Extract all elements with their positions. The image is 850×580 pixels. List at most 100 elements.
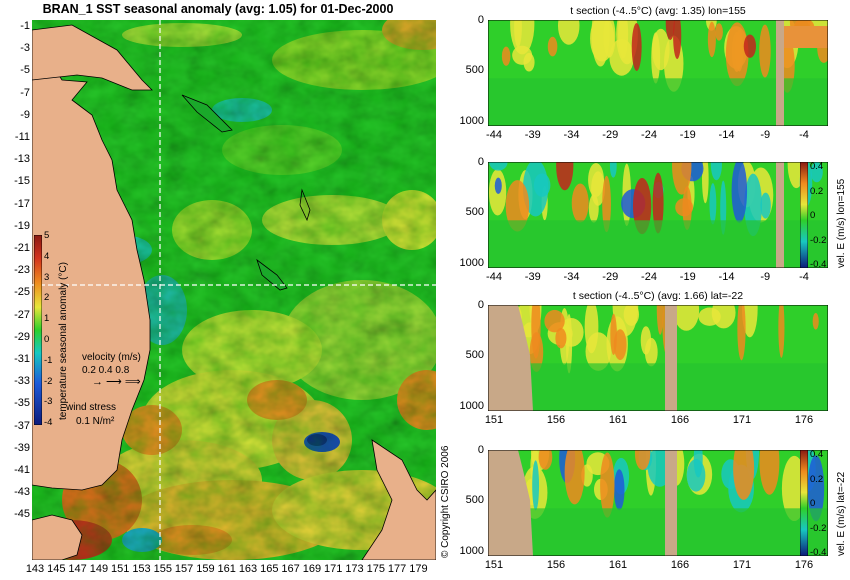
- section-x-tick-label: -39: [524, 271, 541, 283]
- velocity-colorbar-tick: 0.4: [810, 449, 824, 460]
- lon-tick-label: 151: [111, 563, 130, 575]
- section-panel-title: t section (-4..5°C) (avg: 1.35) lon=155: [570, 5, 746, 17]
- wind-stress-label: wind stress: [66, 402, 117, 413]
- section-x-tick-label: -19: [679, 271, 696, 283]
- section-x-tick-label: 151: [484, 414, 504, 426]
- section-panel-plot: [488, 305, 828, 411]
- velocity-label: velocity (m/s): [82, 352, 141, 363]
- section-panel-title: t section (-4..5°C) (avg: 1.66) lat=-22: [572, 290, 744, 302]
- colorbar-label: temperature seasonal anomaly (°C): [58, 262, 69, 420]
- section-x-tick-label: 151: [484, 559, 504, 571]
- lat-tick-label: -43: [14, 486, 30, 499]
- colorbar-tick-label: 5: [44, 230, 50, 241]
- section-panel-plot: [488, 162, 828, 268]
- velocity-colorbar-tick: 0.2: [810, 185, 824, 197]
- lon-tick-label: 155: [153, 563, 172, 575]
- lon-tick-label: 157: [174, 563, 194, 575]
- colorbar-tick-label: 3: [44, 271, 50, 283]
- velocity-colorbar-tick: 0: [810, 498, 816, 509]
- lat-tick-label: -3: [20, 42, 30, 55]
- colorbar-tick-label: -2: [44, 375, 53, 387]
- section-x-tick-label: -4: [799, 271, 809, 283]
- velocity-colorbar-tick: -0.4: [810, 547, 827, 558]
- velocity-colorbar-label: vel. E (m/s) lat=-22: [836, 471, 847, 556]
- colorbar-tick-label: 4: [44, 250, 50, 262]
- depth-tick-label: 0: [477, 444, 484, 456]
- section-panel-plot: [488, 450, 828, 556]
- lat-tick-label: -13: [14, 153, 30, 166]
- depth-tick-label: 0: [477, 14, 484, 26]
- section-x-tick-label: -9: [760, 271, 771, 283]
- lat-tick-label: -17: [14, 197, 30, 210]
- velocity-colorbar-tick: -0.4: [810, 259, 827, 270]
- section-x-tick-label: -24: [641, 271, 657, 283]
- depth-tick-label: 500: [465, 494, 484, 507]
- lat-tick-label: -23: [14, 264, 30, 277]
- sst-anomaly-map: [32, 20, 436, 560]
- lat-tick-label: -19: [14, 219, 30, 232]
- lat-tick-label: -29: [14, 330, 30, 343]
- depth-tick-label: 1000: [459, 399, 484, 412]
- depth-tick-label: 1000: [459, 114, 484, 127]
- map-title: BRAN_1 SST seasonal anomaly (avg: 1.05) …: [42, 2, 394, 16]
- depth-tick-label: 0: [477, 299, 484, 311]
- section-x-tick-label: -19: [679, 129, 696, 141]
- lat-tick-label: -39: [14, 441, 30, 454]
- section-x-tick-label: -4: [799, 129, 809, 141]
- section-x-tick-label: 176: [794, 414, 814, 426]
- lon-tick-label: 179: [409, 563, 428, 575]
- lat-tick-label: -7: [20, 86, 30, 99]
- lat-tick-label: -25: [14, 286, 30, 299]
- lon-tick-label: 163: [238, 563, 258, 575]
- section-x-tick-label: -34: [563, 129, 580, 141]
- wind-stress-scale: 0.1 N/m²: [76, 416, 115, 427]
- depth-tick-label: 0: [477, 156, 484, 168]
- velocity-colorbar-tick: 0.2: [810, 473, 824, 485]
- lat-tick-label: -1: [20, 20, 30, 32]
- velocity-colorbar-tick: -0.2: [810, 234, 827, 246]
- lat-tick-label: -9: [20, 108, 30, 121]
- velocity-scale: 0.2 0.4 0.8: [82, 365, 130, 376]
- lon-tick-label: 165: [260, 563, 279, 575]
- colorbar-tick-label: -4: [44, 417, 53, 429]
- lon-tick-label: 177: [387, 563, 407, 575]
- lon-tick-label: 175: [366, 563, 385, 575]
- colorbar-tick-label: 1: [44, 313, 50, 325]
- section-x-tick-label: 166: [670, 559, 690, 571]
- velocity-colorbar-tick: 0: [810, 210, 816, 221]
- section-x-tick-label: -39: [524, 129, 541, 141]
- lon-tick-label: 159: [196, 563, 215, 575]
- section-x-tick-label: 176: [794, 559, 814, 571]
- colorbar-tick-label: -1: [44, 354, 53, 366]
- lat-tick-label: -37: [14, 419, 30, 432]
- velocity-colorbar: [800, 162, 808, 268]
- section-x-tick-label: -29: [602, 129, 619, 141]
- lat-tick-label: -33: [14, 375, 30, 388]
- section-x-tick-label: -44: [486, 129, 502, 141]
- lat-tick-label: -15: [14, 175, 30, 188]
- lat-tick-label: -5: [20, 64, 30, 77]
- lat-tick-label: -11: [14, 131, 30, 143]
- lon-tick-label: 161: [217, 563, 236, 575]
- lon-tick-label: 149: [89, 563, 109, 575]
- land-masses: [32, 24, 436, 560]
- section-x-tick-label: 161: [608, 559, 628, 571]
- lat-tick-label: -35: [14, 397, 30, 410]
- depth-tick-label: 500: [465, 349, 484, 362]
- section-x-tick-label: 156: [546, 414, 566, 426]
- lon-tick-label: 173: [345, 563, 364, 575]
- section-x-tick-label: 171: [732, 559, 752, 571]
- section-x-tick-label: -14: [718, 271, 735, 283]
- depth-tick-label: 500: [465, 206, 484, 219]
- section-panel-plot: [488, 20, 828, 126]
- colorbar-tick-label: 0: [44, 334, 50, 345]
- section-x-tick-label: -44: [486, 271, 502, 283]
- depth-tick-label: 500: [465, 64, 484, 77]
- lat-tick-label: -45: [14, 508, 30, 521]
- lat-tick-label: -31: [14, 353, 30, 365]
- lat-tick-label: -21: [14, 242, 30, 254]
- section-x-tick-label: 156: [546, 559, 566, 571]
- section-x-tick-label: -29: [602, 271, 619, 283]
- colorbar-tick-label: 2: [44, 292, 50, 304]
- section-x-tick-label: -24: [641, 129, 657, 141]
